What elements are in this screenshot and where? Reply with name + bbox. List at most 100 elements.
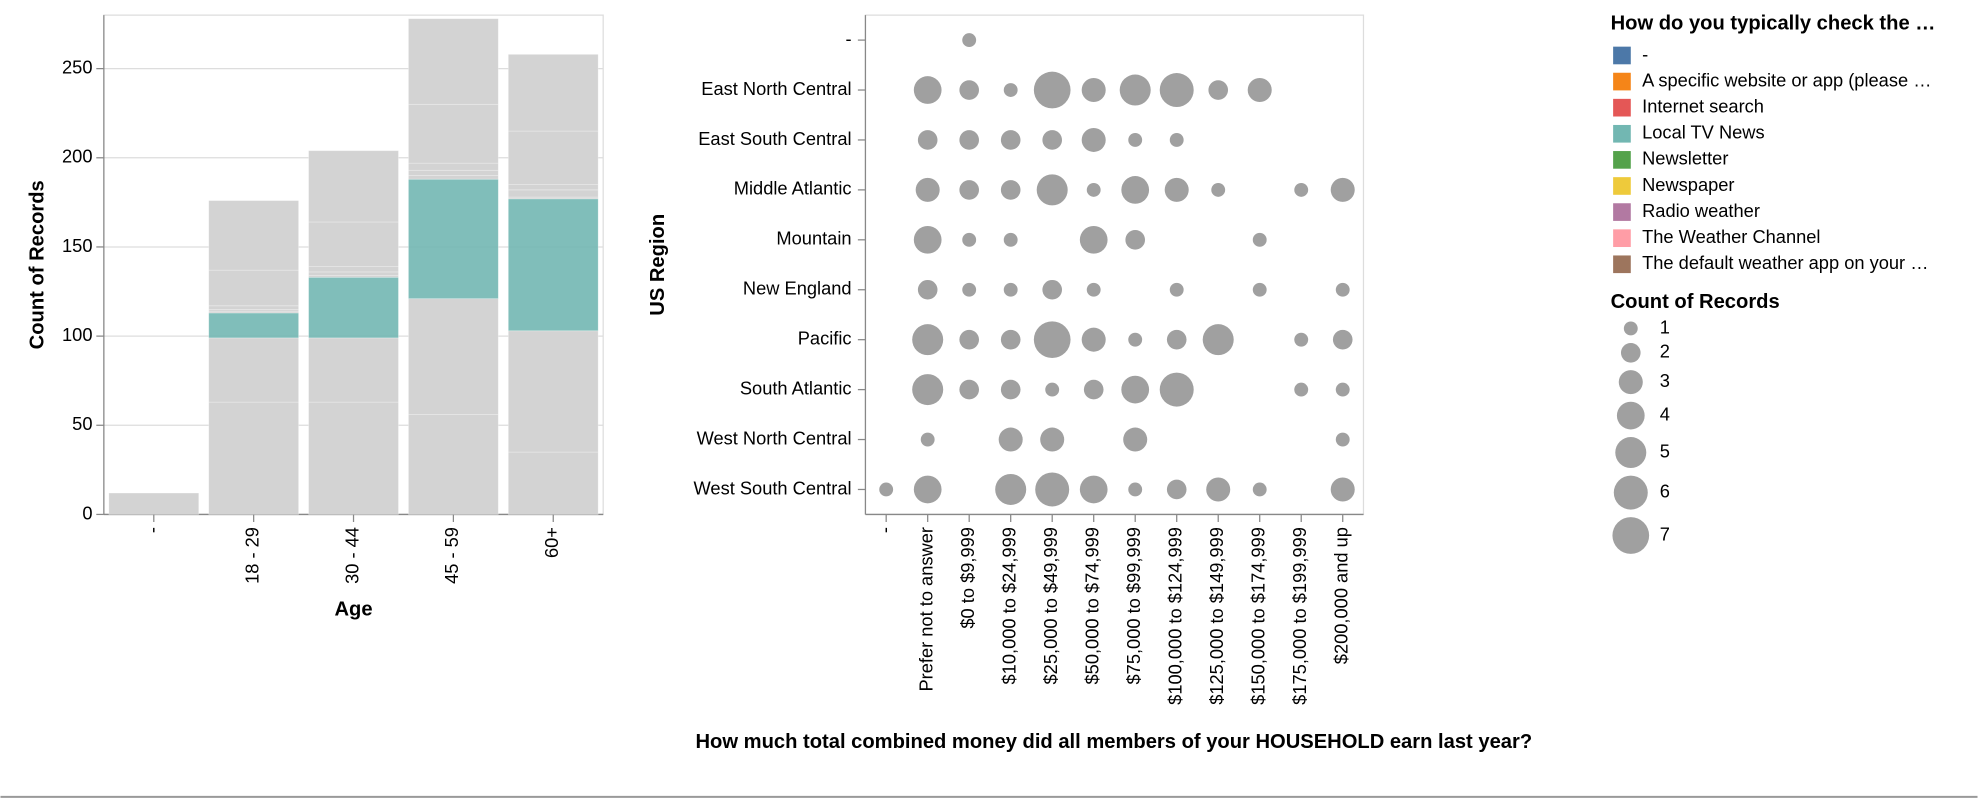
bubble (1121, 375, 1150, 404)
bubble (959, 80, 980, 100)
bar-segment (208, 312, 299, 339)
legend-label: Radio weather (1642, 200, 1760, 221)
legend-swatch (1613, 177, 1631, 195)
legend-label: Newsletter (1642, 148, 1728, 169)
bubble (1045, 382, 1060, 397)
x-tick-label: $0 to $9,999 (957, 527, 978, 629)
bubble (959, 130, 980, 150)
bar-segment (308, 266, 399, 273)
bubble (959, 180, 980, 200)
x-tick-label: $125,000 to $149,999 (1206, 527, 1227, 705)
bar-segment (408, 414, 499, 515)
size-legend-symbol (1623, 321, 1638, 336)
legend-label: Internet search (1642, 96, 1764, 117)
x-tick-label: - (874, 527, 895, 533)
size-legend-label: 2 (1660, 341, 1670, 362)
legend-title: How do you typically check the … (1611, 12, 1936, 34)
size-legend-symbol (1612, 517, 1650, 554)
bar-segment (507, 198, 599, 332)
bar-segment (507, 451, 599, 515)
x-tick-label: $10,000 to $24,999 (999, 527, 1020, 684)
bar-segment (308, 221, 399, 267)
y-tick-label: East South Central (698, 128, 851, 149)
y-tick-label: East North Central (701, 78, 851, 99)
size-legend-label: 4 (1660, 403, 1670, 424)
bubble (1035, 472, 1070, 507)
y-tick-label: 50 (72, 413, 92, 434)
legend-label: Local TV News (1642, 122, 1764, 143)
x-tick-label: $50,000 to $74,999 (1082, 527, 1103, 684)
bubble (962, 33, 977, 48)
bubble (917, 279, 938, 300)
bar-segment (408, 178, 499, 300)
bubble (1000, 329, 1021, 350)
bubble (1036, 174, 1068, 206)
bubble (1252, 282, 1267, 297)
x-tick-label: - (142, 527, 163, 533)
legend-swatch (1613, 98, 1631, 117)
bubble (1169, 133, 1184, 147)
bubble (1125, 230, 1146, 250)
bubble (1252, 232, 1267, 247)
bubble (1033, 321, 1071, 359)
bubble (998, 427, 1023, 452)
bubble (913, 76, 942, 104)
y-tick-label: Middle Atlantic (734, 178, 852, 199)
bar-segment (408, 103, 499, 164)
bubble (1003, 83, 1018, 97)
x-tick-label: 18 - 29 (241, 527, 262, 584)
bar-segment (408, 169, 499, 176)
legend-swatch (1613, 124, 1631, 143)
bubble (962, 232, 977, 247)
bubble (1294, 332, 1309, 347)
bar-segment (208, 308, 299, 312)
bubble (1164, 177, 1189, 202)
bubble (1128, 332, 1143, 347)
legend-label: - (1642, 43, 1648, 64)
bubble (1208, 80, 1229, 100)
size-legend-label: 5 (1660, 440, 1670, 461)
bubble (1159, 372, 1194, 407)
bar-segment (208, 305, 299, 310)
x-tick-label: $150,000 to $174,999 (1248, 527, 1269, 705)
bar-segment (208, 200, 299, 271)
bubble (913, 225, 942, 254)
size-legend-symbol (1618, 370, 1643, 395)
x-tick-label: 60+ (541, 527, 562, 558)
bubble (1003, 282, 1018, 297)
bar-segment (308, 401, 399, 515)
bubble (917, 130, 938, 150)
bubble (1123, 427, 1148, 452)
bar-segment (408, 18, 499, 105)
y-tick-label: West North Central (697, 427, 852, 448)
bubble (959, 329, 980, 350)
y-tick-label: Pacific (798, 328, 852, 349)
bar-segment (507, 184, 599, 191)
bubble (1000, 130, 1021, 150)
x-axis-title: How much total combined money did all me… (695, 731, 1532, 753)
bubble (1166, 479, 1187, 500)
bar-segment (308, 276, 399, 339)
x-tick-label: $100,000 to $124,999 (1165, 527, 1186, 705)
bubble (995, 473, 1027, 505)
bubble (1086, 282, 1101, 297)
size-legend-symbol (1615, 437, 1647, 469)
x-tick-label: $175,000 to $199,999 (1289, 527, 1310, 705)
legend-swatch (1613, 255, 1631, 274)
bubble (1081, 327, 1106, 352)
bubble (1252, 482, 1267, 497)
bubble (1247, 78, 1272, 103)
bubble (1211, 182, 1226, 197)
y-tick-label: 100 (62, 324, 92, 345)
legend-label: The default weather app on your … (1642, 252, 1928, 273)
x-tick-label: $25,000 to $49,999 (1040, 527, 1061, 684)
bubble (1332, 329, 1353, 350)
bubble (1081, 78, 1106, 103)
legend-swatch (1613, 229, 1631, 248)
bubble (1081, 127, 1106, 152)
bubble (1119, 74, 1151, 106)
bar-segment (208, 269, 299, 307)
bubble (1128, 133, 1143, 147)
